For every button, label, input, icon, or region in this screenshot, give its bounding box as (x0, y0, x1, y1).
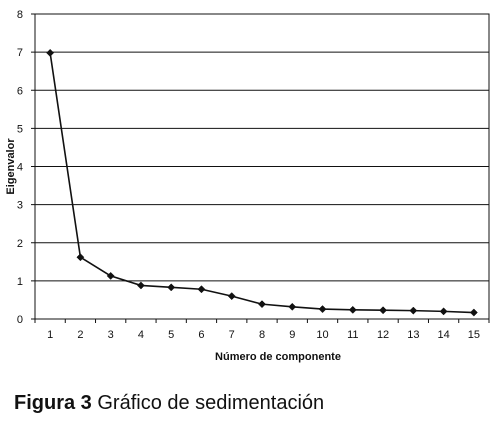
figure-label: Figura 3 (14, 392, 92, 414)
data-point-6 (197, 285, 206, 294)
x-tick-label-7: 7 (229, 329, 235, 341)
y-tick-label-5: 5 (17, 123, 23, 135)
y-axis-ticks: 0 1 2 3 4 5 6 7 8 (17, 9, 35, 326)
x-tick-label-2: 2 (77, 329, 83, 341)
figure-caption: Figura 3 Gráfico de sedimentación (14, 392, 324, 415)
x-tick-label-12: 12 (377, 329, 389, 341)
data-point-8 (258, 300, 266, 309)
figure-title: Gráfico de sedimentación (97, 392, 325, 414)
y-tick-label-4: 4 (17, 162, 23, 174)
y-tick-label-3: 3 (17, 200, 23, 212)
data-point-2 (76, 253, 85, 262)
data-point-11 (348, 305, 357, 314)
x-axis-title: Número de componente (215, 351, 341, 363)
y-tick-label-1: 1 (17, 276, 23, 288)
data-point-3 (106, 271, 115, 280)
eigenvalue-line (49, 52, 474, 314)
x-tick-label-9: 9 (289, 329, 295, 341)
data-point-10 (318, 305, 327, 314)
data-point-5 (167, 283, 176, 292)
y-tick-label-0: 0 (17, 314, 23, 326)
x-tick-label-5: 5 (168, 329, 174, 341)
x-tick-label-13: 13 (407, 329, 419, 341)
y-tick-label-6: 6 (17, 85, 23, 97)
x-tick-label-1: 1 (47, 329, 53, 341)
data-point-15 (469, 308, 478, 317)
x-tick-label-10: 10 (316, 329, 328, 341)
x-tick-label-8: 8 (259, 329, 265, 341)
x-tick-label-6: 6 (198, 329, 204, 341)
x-tick-label-15: 15 (468, 329, 480, 341)
y-tick-label-7: 7 (17, 47, 23, 59)
x-tick-label-11: 11 (347, 329, 358, 341)
y-tick-label-2: 2 (17, 238, 23, 250)
series-line (49, 52, 474, 314)
x-axis-ticks: 1 2 3 4 5 6 7 8 9 10 11 12 13 14 15 (34, 319, 490, 341)
y-tick-label-8: 8 (17, 9, 23, 21)
y-axis-title: Eigenvalor (5, 138, 17, 195)
x-tick-label-4: 4 (138, 329, 144, 341)
data-point-13 (409, 306, 418, 315)
data-point-12 (379, 306, 388, 315)
data-point-1 (46, 48, 55, 57)
data-point-7 (227, 292, 236, 301)
data-point-9 (288, 302, 297, 311)
x-tick-label-14: 14 (437, 329, 449, 341)
data-point-4 (136, 281, 145, 290)
series-markers (46, 48, 478, 317)
data-point-14 (439, 307, 448, 316)
gridlines (35, 13, 489, 282)
x-tick-label-3: 3 (108, 329, 114, 341)
